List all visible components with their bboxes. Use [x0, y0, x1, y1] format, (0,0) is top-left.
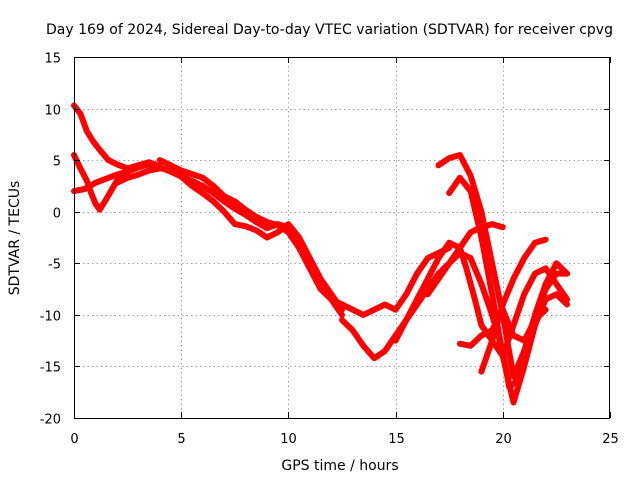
y-tick-label: -10 [40, 310, 61, 325]
x-tick-label: 5 [177, 432, 185, 447]
series-group [71, 102, 571, 406]
y-tick-label: 0 [53, 207, 61, 222]
series-line-5 [156, 157, 453, 318]
y-tick-label: 5 [53, 155, 61, 170]
y-tick-labels: 15 10 5 0 -5 -10 -15 -20 [40, 52, 61, 428]
series-line-10 [446, 174, 571, 406]
x-axis-label: GPS time / hours [281, 458, 398, 474]
y-tick-label: -15 [40, 361, 61, 376]
series-line-2 [71, 152, 142, 213]
y-tick-label: 10 [44, 104, 61, 119]
series-line-7 [392, 239, 571, 360]
x-tick-label: 15 [388, 432, 405, 447]
x-tick-label: 0 [70, 432, 78, 447]
grid [74, 57, 610, 418]
x-tick-labels: 0 5 10 15 20 25 [70, 432, 618, 447]
y-axis-label: SDTVAR / TECUs [7, 181, 23, 296]
series-line-1 [71, 102, 163, 172]
y-tick-label: -5 [48, 258, 61, 273]
x-tick-label: 25 [602, 432, 619, 447]
x-tick-label: 20 [495, 432, 512, 447]
axis-ticks [74, 57, 611, 419]
y-tick-label: 15 [44, 52, 61, 67]
plot-frame [74, 57, 610, 419]
y-tick-label: -20 [40, 413, 61, 428]
series-line-6 [339, 221, 506, 362]
series-line-12 [478, 236, 549, 375]
series-line-4 [113, 165, 345, 313]
chart-title: Day 169 of 2024, Sidereal Day-to-day VTE… [46, 22, 613, 38]
x-tick-label: 10 [280, 432, 297, 447]
